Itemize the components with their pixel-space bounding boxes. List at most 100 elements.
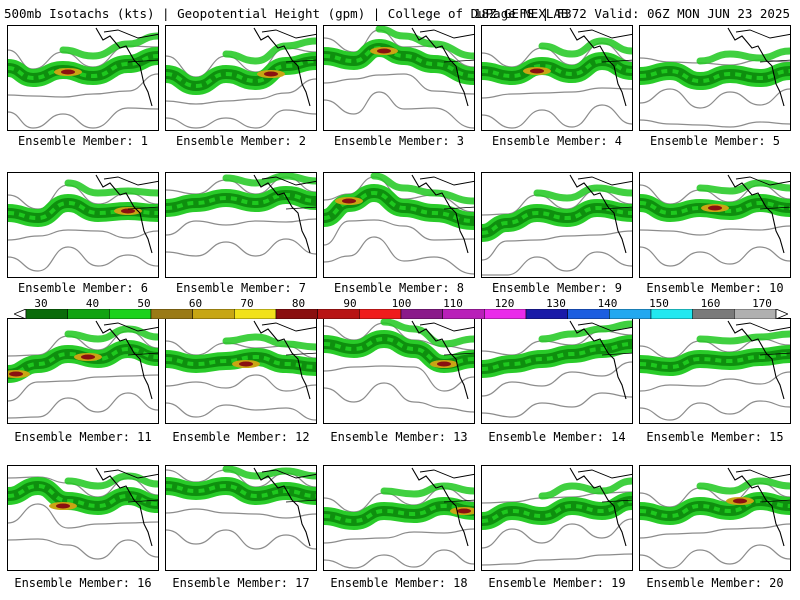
coastline	[253, 27, 311, 107]
height-contour	[166, 374, 316, 392]
coastline	[419, 469, 474, 479]
coastline	[103, 29, 158, 39]
country-border	[601, 59, 632, 63]
isotach-map	[166, 173, 316, 257]
isotach-max	[9, 371, 23, 377]
country-border	[285, 206, 316, 210]
isotach-max	[264, 71, 278, 77]
isotach-band-inner	[324, 503, 474, 524]
ensemble-member-label: Ensemble Member: 15	[646, 430, 784, 444]
header-title: 500mb Isotachs (kts) | Geopotential Heig…	[4, 6, 569, 21]
isotach-max	[530, 68, 544, 74]
colorbar-swatch	[67, 309, 110, 319]
height-contour	[482, 518, 632, 549]
height-contour	[324, 528, 474, 544]
colorbar-swatch	[400, 309, 443, 319]
height-contour	[324, 365, 474, 392]
ensemble-map-panel	[165, 172, 317, 278]
isotach-secondary	[222, 37, 316, 65]
isotach-max	[239, 361, 253, 367]
ensemble-map-panel	[639, 465, 791, 571]
coastline	[577, 176, 632, 186]
isotach-band-inner	[640, 498, 790, 519]
colorbar-tick-label: 30	[34, 297, 48, 310]
ensemble-map-panel	[7, 25, 159, 131]
colorbar-labels: 30 40 50 60 70 80 90 100 110 120 130 140 150 160 170	[0, 297, 800, 310]
ensemble-member-label: Ensemble Member: 16	[14, 576, 152, 590]
height-contour	[166, 238, 316, 257]
ensemble-map-panel	[165, 465, 317, 571]
isotach-map	[324, 319, 474, 413]
isotach-map	[640, 467, 790, 569]
isotach-secondary	[222, 173, 316, 187]
height-contour	[324, 549, 474, 569]
isotach-map	[482, 467, 632, 566]
isotach-secondary	[370, 173, 474, 205]
country-border	[285, 352, 316, 356]
colorbar-tick-label: 70	[240, 297, 254, 310]
coastline	[419, 176, 474, 186]
isotach-map	[640, 27, 790, 128]
ensemble-map-panel	[165, 318, 317, 424]
height-contour	[166, 402, 316, 421]
height-contour	[640, 523, 790, 539]
isotach-secondary	[64, 179, 158, 197]
country-border	[127, 59, 158, 63]
isotach-map	[8, 27, 158, 129]
coastline	[569, 27, 627, 107]
isotach-map	[482, 27, 632, 129]
colorbar-tick-label: 130	[546, 297, 566, 310]
isotach-band-inner	[640, 68, 790, 84]
colorbar-tick-label: 170	[752, 297, 772, 310]
isotach-map	[8, 320, 158, 419]
height-contour	[8, 107, 158, 129]
country-border	[127, 499, 158, 503]
isotach-map	[8, 174, 158, 272]
coastline	[727, 320, 785, 400]
isotach-max	[61, 69, 75, 75]
colorbar-tick-label: 50	[137, 297, 151, 310]
colorbar-tick-label: 120	[494, 297, 515, 310]
map-header: 500mb Isotachs (kts) | Geopotential Heig…	[4, 6, 796, 22]
isotach-max	[121, 208, 135, 214]
ensemble-map-panel	[7, 318, 159, 424]
height-contour	[324, 382, 474, 413]
height-contour	[324, 91, 474, 129]
isotach-max	[56, 503, 70, 509]
isotach-max	[733, 498, 747, 504]
coastline	[419, 322, 474, 332]
isotach-secondary	[222, 466, 316, 480]
isotach-secondary	[538, 37, 632, 58]
isotach-map	[482, 320, 632, 418]
coastline	[95, 467, 153, 547]
height-contour	[482, 361, 632, 397]
isotach-band-inner	[8, 54, 158, 81]
isotach-secondary	[696, 47, 790, 65]
country-border	[285, 59, 316, 63]
isotach-max	[457, 508, 471, 514]
coastline	[727, 467, 785, 547]
country-border	[443, 499, 474, 503]
ensemble-map-panel	[165, 25, 317, 131]
isotach-band-inner	[166, 483, 316, 499]
height-contour	[640, 119, 790, 128]
ensemble-map-panel	[323, 465, 475, 571]
isotach-band-inner	[324, 45, 474, 78]
isotach-max	[377, 48, 391, 54]
coastline	[103, 176, 158, 186]
coastline	[253, 174, 311, 254]
colorbar-tick-label: 160	[700, 297, 721, 310]
coastline	[95, 27, 153, 107]
colorbar-tick-label: 90	[343, 297, 357, 310]
ensemble-member-label: Ensemble Member: 18	[330, 576, 468, 590]
height-contour	[8, 374, 158, 402]
ensemble-member-label: Ensemble Member: 7	[175, 281, 307, 295]
country-border	[759, 352, 790, 356]
coastline	[253, 467, 311, 547]
isotach-secondary	[64, 325, 158, 343]
country-border	[759, 499, 790, 503]
isotach-secondary	[538, 477, 632, 500]
height-contour	[482, 230, 632, 261]
coastline	[411, 320, 469, 400]
coastline	[577, 322, 632, 332]
